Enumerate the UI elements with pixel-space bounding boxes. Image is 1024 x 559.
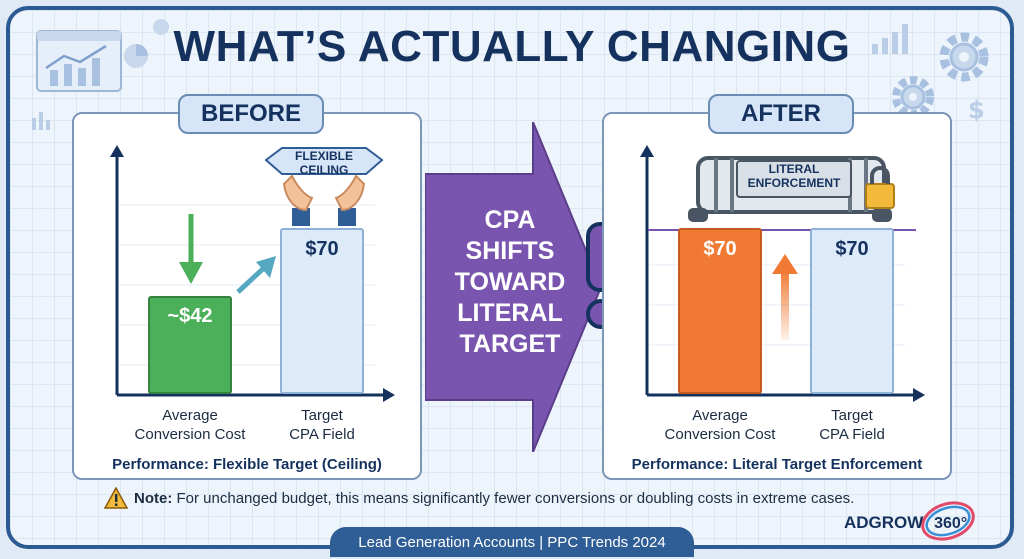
label-line: Conversion Cost bbox=[664, 426, 776, 443]
gear-icon bbox=[939, 32, 989, 82]
note-text: For unchanged budget, this means signifi… bbox=[172, 490, 855, 507]
before-x-label-target-cpa: Target CPA Field bbox=[262, 406, 382, 444]
before-caption: Performance: Flexible Target (Ceiling) bbox=[112, 456, 382, 473]
after-bar-average-cost-value: $70 bbox=[703, 238, 737, 260]
label-line: Conversion Cost bbox=[134, 426, 246, 443]
footer-banner: Lead Generation Accounts | PPC Trends 20… bbox=[330, 527, 694, 557]
after-bar-target-cpa-value: $70 bbox=[835, 238, 869, 260]
after-bar-average-cost bbox=[678, 228, 762, 394]
after-x-label-average-cost: Average Conversion Cost bbox=[650, 406, 790, 444]
arrow-text-line: SHIFTS bbox=[465, 237, 555, 265]
after-caption: Performance: Literal Target Enforcement bbox=[631, 456, 923, 473]
label-line: Target bbox=[301, 407, 343, 424]
before-bar-average-cost-value: ~$42 bbox=[167, 305, 213, 327]
note-label: Note: bbox=[134, 490, 173, 507]
before-x-label-average-cost: Average Conversion Cost bbox=[120, 406, 260, 444]
flexible-ceiling-badge: FLEXIBLE CEILING bbox=[282, 149, 366, 177]
shift-arrow-text: CPA SHIFTS TOWARD LITERAL TARGET bbox=[430, 205, 590, 360]
label-line: CPA Field bbox=[819, 426, 885, 443]
before-tag: BEFORE bbox=[178, 94, 324, 134]
badge-line: FLEXIBLE bbox=[294, 149, 353, 163]
down-arrow-icon bbox=[179, 214, 203, 284]
note: Note: For unchanged budget, this means s… bbox=[134, 490, 1014, 507]
after-tag: AFTER bbox=[708, 94, 854, 134]
svg-text:$: $ bbox=[968, 96, 985, 124]
label-line: Average bbox=[692, 407, 748, 424]
before-bar-target-cpa-value: $70 bbox=[305, 238, 339, 260]
label-line: CPA Field bbox=[289, 426, 355, 443]
literal-enforcement-badge: LITERAL ENFORCEMENT bbox=[736, 160, 852, 198]
label-line: Target bbox=[831, 407, 873, 424]
hands-icon bbox=[264, 147, 384, 226]
page-title: WHAT’S ACTUALLY CHANGING bbox=[173, 22, 851, 71]
dollar-icon: $ bbox=[968, 96, 985, 124]
badge-line: CEILING bbox=[299, 163, 349, 177]
warning-icon bbox=[104, 487, 128, 509]
brand-logo: ADGROW 360° bbox=[844, 513, 967, 533]
arrow-text-line: TARGET bbox=[459, 330, 561, 358]
shift-arrow bbox=[425, 122, 603, 452]
bar-chart-icon bbox=[872, 24, 908, 54]
after-bar-target-cpa bbox=[810, 228, 894, 394]
arrow-text-line: TOWARD bbox=[454, 268, 566, 296]
after-x-label-target-cpa: Target CPA Field bbox=[792, 406, 912, 444]
target-line bbox=[648, 229, 916, 231]
pie-small-icon bbox=[153, 19, 169, 35]
before-bar-target-cpa bbox=[280, 228, 364, 394]
badge-line: LITERAL bbox=[768, 162, 820, 176]
chart-icon bbox=[36, 30, 122, 92]
up-arrow-icon bbox=[772, 254, 798, 340]
logo-text: ADGROW bbox=[844, 513, 924, 532]
before-bar-average-cost bbox=[148, 296, 232, 394]
arrow-text-line: LITERAL bbox=[457, 299, 563, 327]
bars-icon bbox=[32, 112, 50, 130]
arrow-text-line: CPA bbox=[484, 206, 536, 234]
logo-suffix: 360° bbox=[934, 515, 968, 532]
label-line: Average bbox=[162, 407, 218, 424]
badge-line: ENFORCEMENT bbox=[747, 176, 841, 190]
up-right-arrow-icon bbox=[236, 256, 276, 294]
logo-swoosh-icon bbox=[921, 501, 975, 541]
pie-icon bbox=[124, 44, 148, 68]
